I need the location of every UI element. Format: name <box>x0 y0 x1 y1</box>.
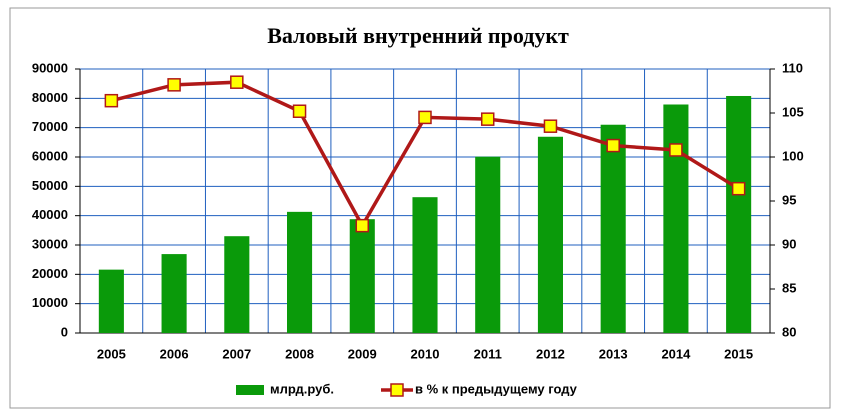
y2-tick-label: 100 <box>782 148 804 163</box>
line-marker <box>104 93 119 108</box>
bar <box>412 197 438 333</box>
bar <box>224 236 250 333</box>
y-tick-label: 50000 <box>32 178 68 193</box>
chart-title: Валовый внутренний продукт <box>267 23 569 48</box>
line-marker <box>167 78 181 92</box>
line-marker <box>731 181 746 196</box>
y2-tick-label: 85 <box>782 280 796 295</box>
y2-tick-label: 110 <box>782 60 803 75</box>
y-tick-label: 10000 <box>32 295 68 310</box>
y2-tick-label: 80 <box>782 324 796 339</box>
x-tick-label: 2007 <box>222 346 251 361</box>
line-marker <box>606 138 620 153</box>
x-tick-label: 2009 <box>348 346 377 361</box>
y2-tick-label: 105 <box>782 104 804 119</box>
y-tick-label: 70000 <box>32 119 68 134</box>
x-tick-label: 2013 <box>599 346 628 361</box>
line-marker <box>230 75 244 89</box>
y-tick-label: 90000 <box>32 60 68 75</box>
bar <box>98 269 124 333</box>
line-marker <box>543 119 558 133</box>
x-tick-label: 2015 <box>724 346 753 361</box>
y-tick-label: 40000 <box>32 207 68 222</box>
bar <box>600 124 626 333</box>
y2-tick-label: 90 <box>782 236 796 251</box>
y2-tick-label: 95 <box>782 192 796 207</box>
y-tick-label: 80000 <box>32 90 68 105</box>
legend-marker <box>390 383 404 397</box>
x-tick-label: 2006 <box>160 346 189 361</box>
y-tick-label: 20000 <box>32 266 68 281</box>
x-tick-label: 2012 <box>536 346 565 361</box>
line-marker <box>418 110 432 125</box>
line-marker <box>669 143 683 157</box>
bar <box>537 136 563 333</box>
line-marker <box>355 218 370 233</box>
line-marker <box>292 104 307 118</box>
bar <box>663 104 689 333</box>
x-tick-label: 2010 <box>411 346 440 361</box>
bar <box>161 254 187 333</box>
y-tick-label: 0 <box>61 324 68 339</box>
bar <box>726 95 752 333</box>
bar <box>349 219 375 333</box>
y-tick-label: 60000 <box>32 148 68 163</box>
legend-swatch <box>236 385 264 395</box>
line-marker <box>480 112 495 126</box>
legend-label: млрд.руб. <box>270 381 334 396</box>
x-tick-label: 2011 <box>474 346 502 361</box>
x-tick-label: 2014 <box>661 346 691 361</box>
x-tick-label: 2008 <box>285 346 314 361</box>
legend-label: в % к предыдущему году <box>415 381 578 396</box>
bar <box>475 156 501 333</box>
x-tick-label: 2005 <box>97 346 126 361</box>
y-tick-label: 30000 <box>32 236 68 251</box>
bar <box>287 211 313 333</box>
